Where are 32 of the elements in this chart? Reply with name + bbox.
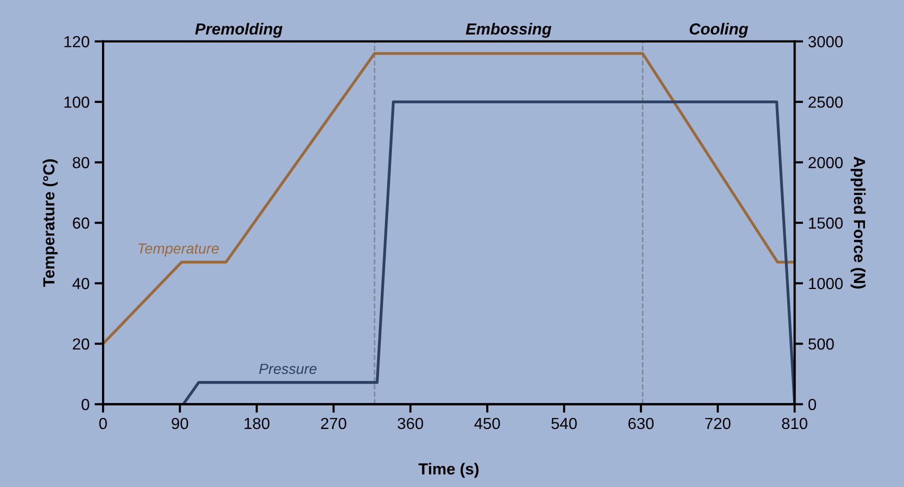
y-tick-label: 0 [82,398,90,410]
y2-tick-label: 500 [808,338,834,350]
text: Premolding [195,22,282,38]
y2-tick-label: 2500 [808,96,843,108]
y-tick-label: 40 [72,278,90,290]
x-tick-label: 180 [244,418,270,430]
x-tick-label: 270 [321,418,346,430]
text: Cooling [690,22,748,38]
text: Embossing [466,22,552,38]
x-tick-label: 450 [474,418,500,430]
series-label: Temperature [138,243,219,257]
x-tick-label: 90 [172,418,188,430]
y-tick-label: 60 [72,217,90,229]
y-tick-label: 120 [64,36,90,48]
x-axis-title: Time (s) [418,462,479,478]
y2-tick-label: 3000 [808,36,843,48]
y-tick-label: 100 [64,96,90,108]
x-tick-label: 360 [398,418,424,430]
x-tick-label: 540 [551,418,577,430]
x-tick-label: 720 [705,418,730,430]
x-tick-label: 810 [782,418,808,430]
y2-tick-label: 1000 [809,278,843,290]
y2-axis-title: Applied Force (N) [850,156,866,289]
y-tick-label: 80 [72,156,90,168]
y-tick-label: 20 [72,338,90,350]
series-label: Pressure [259,364,317,374]
x-tick-label: 0 [99,418,107,430]
y2-tick-label: 2000 [808,156,843,168]
y-axis-title: Temperature (°C) [42,159,58,287]
y2-tick-label: 0 [808,398,816,410]
y2-tick-label: 1500 [809,217,843,229]
x-tick-label: 630 [628,418,654,430]
